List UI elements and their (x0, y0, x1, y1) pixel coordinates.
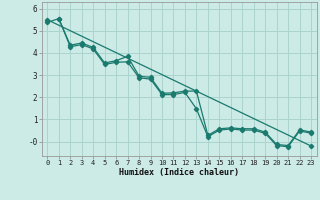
X-axis label: Humidex (Indice chaleur): Humidex (Indice chaleur) (119, 168, 239, 177)
